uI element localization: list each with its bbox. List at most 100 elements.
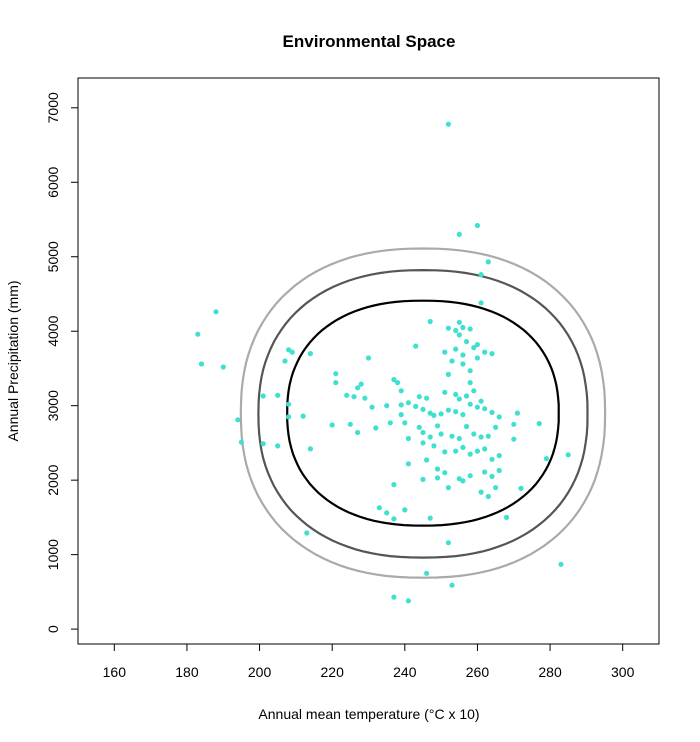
data-point bbox=[496, 414, 502, 420]
x-tick-label: 160 bbox=[103, 664, 127, 680]
data-point bbox=[358, 381, 364, 387]
data-point bbox=[405, 598, 411, 604]
data-point bbox=[518, 485, 524, 491]
data-point bbox=[402, 420, 408, 426]
data-point bbox=[413, 403, 419, 409]
data-point bbox=[496, 467, 502, 474]
data-point bbox=[442, 470, 448, 476]
data-point bbox=[395, 380, 401, 386]
data-point bbox=[478, 272, 484, 278]
density-contours bbox=[239, 247, 607, 579]
y-tick-label: 7000 bbox=[45, 92, 61, 123]
data-point bbox=[376, 505, 382, 511]
data-point bbox=[478, 300, 484, 306]
data-points bbox=[195, 121, 571, 604]
data-point bbox=[536, 421, 542, 427]
data-point bbox=[485, 493, 491, 500]
data-point bbox=[391, 482, 397, 488]
chart-title: Environmental Space bbox=[283, 32, 456, 51]
x-tick-label: 280 bbox=[538, 664, 562, 680]
data-point bbox=[467, 473, 473, 479]
data-point bbox=[445, 371, 451, 377]
x-tick-label: 240 bbox=[393, 664, 417, 680]
data-point bbox=[474, 355, 480, 361]
data-point bbox=[220, 364, 226, 370]
y-tick-label: 3000 bbox=[45, 390, 61, 421]
data-point bbox=[445, 540, 451, 546]
x-axis-label: Annual mean temperature (°C x 10) bbox=[258, 706, 479, 722]
data-point bbox=[424, 395, 430, 401]
x-tick-label: 220 bbox=[321, 664, 345, 680]
data-point bbox=[456, 435, 462, 442]
x-tick-label: 300 bbox=[611, 664, 635, 680]
data-point bbox=[449, 582, 455, 588]
data-point bbox=[558, 561, 564, 567]
data-point bbox=[474, 342, 480, 348]
y-axis: 0 1000 2000 3000 4000 5000 6000 7000 bbox=[45, 92, 79, 633]
y-tick-label: 5000 bbox=[45, 241, 61, 272]
data-point bbox=[485, 259, 491, 265]
data-point bbox=[482, 446, 488, 452]
data-point bbox=[420, 440, 426, 446]
data-point bbox=[391, 377, 397, 383]
data-point bbox=[445, 121, 451, 127]
data-point bbox=[467, 451, 473, 457]
data-point bbox=[282, 358, 288, 364]
data-point bbox=[467, 380, 473, 386]
data-point bbox=[493, 424, 499, 430]
data-point bbox=[213, 309, 219, 315]
data-point bbox=[420, 406, 426, 412]
data-point bbox=[456, 319, 462, 325]
data-point bbox=[391, 516, 397, 522]
data-point bbox=[369, 404, 375, 410]
data-point bbox=[565, 452, 571, 458]
data-point bbox=[493, 485, 499, 491]
data-point bbox=[355, 429, 361, 436]
data-point bbox=[307, 446, 313, 452]
data-point bbox=[347, 421, 353, 427]
data-point bbox=[427, 434, 433, 440]
data-point bbox=[456, 332, 462, 338]
data-point bbox=[373, 425, 379, 431]
data-point bbox=[398, 388, 404, 394]
y-tick-label: 0 bbox=[45, 625, 61, 633]
data-point bbox=[398, 402, 404, 408]
data-point bbox=[286, 401, 292, 407]
data-point bbox=[456, 231, 462, 237]
data-point bbox=[489, 456, 495, 462]
data-point bbox=[416, 394, 422, 400]
data-point bbox=[478, 434, 484, 440]
data-point bbox=[431, 443, 437, 449]
data-point bbox=[442, 449, 448, 455]
contour-outer bbox=[239, 247, 607, 579]
data-point bbox=[489, 473, 495, 479]
data-point bbox=[427, 318, 433, 325]
data-point bbox=[391, 594, 397, 600]
data-point bbox=[405, 435, 411, 442]
x-tick-label: 260 bbox=[466, 664, 490, 680]
data-point bbox=[286, 414, 292, 420]
data-point bbox=[304, 530, 310, 536]
data-point bbox=[424, 457, 430, 463]
data-point bbox=[416, 424, 422, 430]
data-point bbox=[235, 417, 241, 423]
data-point bbox=[460, 324, 466, 331]
y-tick-label: 1000 bbox=[45, 539, 61, 570]
data-point bbox=[344, 392, 350, 398]
data-point bbox=[453, 448, 459, 454]
data-point bbox=[511, 436, 517, 442]
data-point bbox=[398, 412, 404, 418]
x-tick-label: 200 bbox=[248, 664, 272, 680]
data-point bbox=[442, 349, 448, 355]
y-axis-label: Annual Precipitation (mm) bbox=[5, 280, 21, 441]
data-point bbox=[300, 413, 306, 419]
data-point bbox=[333, 371, 339, 377]
data-point bbox=[362, 395, 368, 401]
data-point bbox=[463, 339, 470, 345]
data-point bbox=[438, 431, 444, 437]
data-point bbox=[471, 388, 477, 394]
data-point bbox=[198, 361, 205, 367]
data-point bbox=[402, 507, 408, 513]
data-point bbox=[420, 429, 426, 436]
y-tick-label: 2000 bbox=[45, 464, 61, 495]
